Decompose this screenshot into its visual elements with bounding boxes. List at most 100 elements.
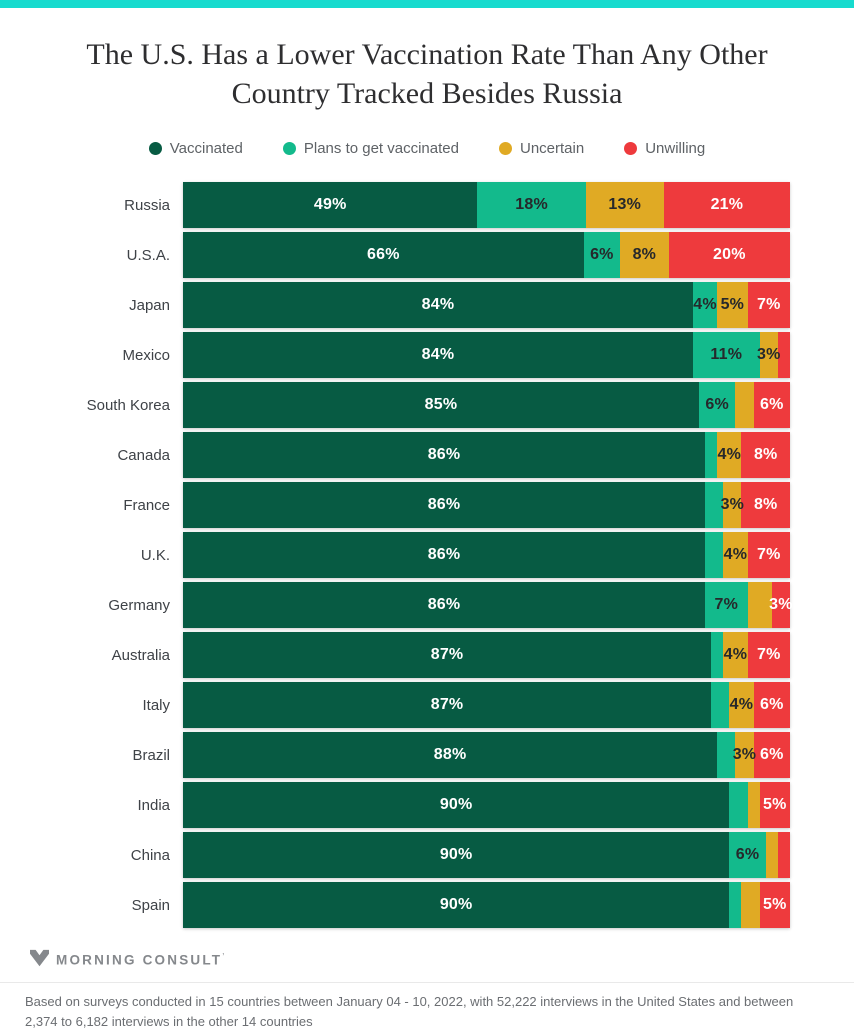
chart-row: Mexico 84% 11% 3% (0, 332, 790, 378)
segment-value-label: 4% (723, 546, 748, 563)
segment-plans-to-get-vaccinated (729, 782, 748, 828)
stacked-bar: 86% 7% 3% (183, 582, 793, 628)
country-label: Brazil (132, 746, 170, 764)
chart-row: Brazil 88% 3% 6% (0, 732, 790, 778)
source-footnote: Based on surveys conducted in 15 countri… (25, 994, 794, 1030)
segment-value-label: 84% (421, 346, 455, 363)
segment-value-label: 7% (756, 296, 781, 313)
legend-label: Uncertain (519, 140, 585, 157)
country-label: Spain (131, 896, 170, 914)
legend-item-plans: Plans to get vaccinated (282, 140, 459, 157)
segment-vaccinated: 86% (183, 432, 706, 478)
segment-vaccinated: 87% (183, 632, 712, 678)
segment-uncertain (765, 832, 778, 878)
chart-row: Australia 87% 4% 7% (0, 632, 790, 678)
footer: MORNING CONSULT’ Based on surveys conduc… (0, 949, 854, 1032)
segment-unwilling: 7% (747, 282, 790, 328)
chart-row: Spain 90% 5% (0, 882, 790, 928)
segment-uncertain: 4% (717, 432, 742, 478)
segment-plans-to-get-vaccinated (717, 732, 736, 778)
chart-row: Japan 84% 4% 5% 7% (0, 282, 790, 328)
segment-value-label: 87% (430, 696, 464, 713)
country-label: Russia (124, 196, 170, 214)
segment-value-label: 85% (424, 396, 458, 413)
chart-row: Germany 86% 7% 3% (0, 582, 793, 628)
segment-value-label: 3% (769, 596, 793, 613)
legend-item-vaccinated: Vaccinated (148, 140, 243, 157)
segment-uncertain (747, 782, 760, 828)
segment-vaccinated: 84% (183, 282, 693, 328)
legend-item-uncertain: Uncertain (498, 140, 585, 157)
segment-plans-to-get-vaccinated (705, 532, 724, 578)
segment-value-label: 6% (760, 396, 784, 413)
segment-plans-to-get-vaccinated: 6% (698, 382, 736, 428)
chart-row: U.K. 86% 4% 7% (0, 532, 790, 578)
segment-unwilling (777, 832, 790, 878)
segment-value-label: 6% (735, 846, 760, 863)
segment-unwilling: 8% (741, 432, 790, 478)
segment-value-label: 11% (710, 346, 743, 363)
segment-uncertain: 4% (723, 532, 748, 578)
morning-consult-logo-icon (30, 949, 49, 967)
segment-vaccinated: 90% (183, 882, 730, 928)
stacked-bar: 87% 4% 7% (183, 632, 790, 678)
country-label: India (137, 796, 170, 814)
segment-vaccinated: 90% (183, 832, 730, 878)
stacked-bar: 66% 6% 8% 20% (183, 232, 791, 278)
segment-value-label: 86% (427, 546, 461, 563)
segment-value-label: 86% (427, 596, 461, 613)
chart-row: South Korea 85% 6% 6% (0, 382, 790, 428)
segment-value-label: 5% (763, 896, 787, 913)
segment-value-label: 6% (760, 696, 784, 713)
country-label: China (130, 846, 170, 864)
stacked-bar: 84% 4% 5% 7% (183, 282, 790, 328)
segment-plans-to-get-vaccinated (711, 682, 730, 728)
legend-dot-vaccinated-icon (148, 142, 162, 155)
segment-value-label: 4% (717, 446, 742, 463)
chart-row: India 90% 5% (0, 782, 790, 828)
segment-plans-to-get-vaccinated (705, 432, 718, 478)
segment-plans-to-get-vaccinated: 18% (477, 182, 586, 228)
brand-name: MORNING CONSULT’ (56, 952, 227, 968)
segment-unwilling: 21% (663, 182, 790, 228)
segment-unwilling: 8% (741, 482, 790, 528)
segment-uncertain: 3% (757, 332, 780, 378)
segment-value-label: 90% (439, 796, 473, 813)
segment-value-label: 4% (729, 696, 754, 713)
segment-value-label: 84% (421, 296, 455, 313)
country-label: Mexico (122, 346, 170, 364)
country-label: South Korea (86, 396, 170, 414)
segment-unwilling: 20% (668, 232, 791, 278)
brand-logo: MORNING CONSULT’ (30, 949, 854, 968)
chart-row: China 90% 6% (0, 832, 790, 878)
segment-value-label: 6% (760, 746, 784, 763)
segment-uncertain: 3% (733, 732, 756, 778)
legend-item-unwilling: Unwilling (624, 140, 705, 157)
page-title: The U.S. Has a Lower Vaccination Rate Th… (86, 38, 768, 110)
stacked-bar: 86% 4% 7% (183, 532, 790, 578)
legend-label: Unwilling (645, 140, 706, 157)
country-label: Canada (117, 446, 170, 464)
segment-value-label: 49% (313, 196, 347, 213)
country-label: Australia (111, 646, 170, 664)
segment-unwilling: 3% (769, 582, 793, 628)
segment-uncertain: 13% (585, 182, 664, 228)
segment-unwilling: 5% (759, 782, 790, 828)
stacked-bar: 84% 11% 3% (183, 332, 790, 378)
stacked-bar: 85% 6% 6% (183, 382, 790, 428)
segment-unwilling: 7% (747, 632, 790, 678)
segment-unwilling: 6% (753, 382, 790, 428)
segment-plans-to-get-vaccinated: 6% (583, 232, 621, 278)
stacked-bar-chart: Russia 49% 18% 13% 21% U.S.A. 66% 6% 8% 20% Japan 8… (0, 182, 854, 928)
segment-value-label: 66% (367, 246, 400, 263)
legend-dot-plans-icon (282, 142, 296, 155)
chart-row: Canada 86% 4% 8% (0, 432, 790, 478)
stacked-bar: 86% 3% 8% (183, 482, 790, 528)
segment-value-label: 5% (720, 296, 745, 313)
segment-vaccinated: 84% (183, 332, 693, 378)
stacked-bar: 90% 5% (183, 782, 790, 828)
segment-value-label: 4% (723, 646, 748, 663)
segment-vaccinated: 86% (183, 532, 706, 578)
country-label: Germany (108, 596, 170, 614)
chart-legend: Vaccinated Plans to get vaccinated Uncer… (0, 140, 854, 157)
